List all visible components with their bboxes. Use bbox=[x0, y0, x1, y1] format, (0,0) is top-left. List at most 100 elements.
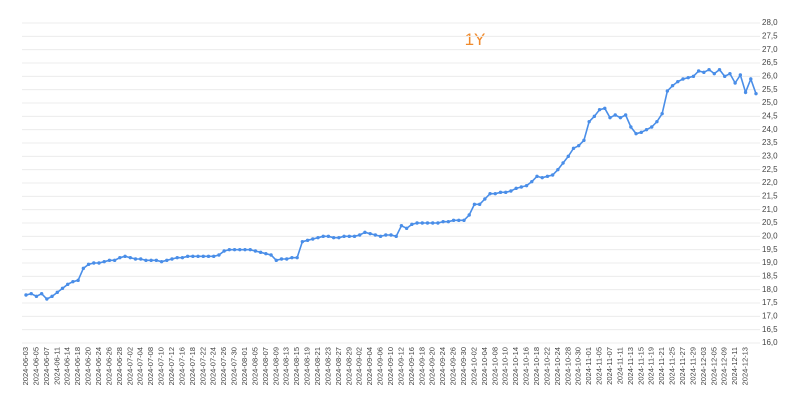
data-point bbox=[644, 127, 649, 132]
x-tick-label: 2024-08-15 bbox=[292, 347, 301, 385]
data-point bbox=[60, 286, 65, 291]
x-tick-label: 2024-10-28 bbox=[563, 347, 572, 385]
data-point bbox=[676, 79, 680, 84]
data-point bbox=[618, 115, 623, 120]
x-tick-label: 2024-11-27 bbox=[678, 347, 687, 385]
data-point bbox=[399, 223, 404, 228]
data-point bbox=[373, 233, 378, 237]
data-point bbox=[290, 255, 294, 260]
data-point bbox=[504, 190, 508, 195]
data-point bbox=[133, 257, 138, 261]
data-point bbox=[81, 266, 86, 271]
x-tick-label: 2024-09-20 bbox=[428, 347, 437, 385]
x-tick-label: 2024-08-13 bbox=[282, 347, 291, 385]
y-tick-label: 18,5 bbox=[762, 271, 778, 280]
x-tick-label: 2024-08-23 bbox=[323, 347, 332, 385]
data-point bbox=[540, 175, 544, 180]
x-tick-label: 2024-11-13 bbox=[626, 347, 635, 385]
data-point bbox=[311, 237, 315, 241]
x-tick-label: 2024-11-29 bbox=[688, 347, 697, 385]
x-tick-label: 2024-06-18 bbox=[73, 347, 82, 385]
x-tick-label: 2024-07-02 bbox=[125, 347, 134, 385]
x-tick-label: 2024-09-04 bbox=[365, 347, 374, 385]
data-point bbox=[457, 218, 461, 223]
data-point bbox=[415, 221, 419, 225]
y-tick-label: 20,5 bbox=[762, 218, 778, 227]
data-point bbox=[238, 247, 242, 252]
x-tick-label: 2024-09-18 bbox=[417, 347, 426, 385]
data-point bbox=[571, 146, 576, 151]
data-point bbox=[587, 119, 591, 124]
data-point bbox=[342, 234, 346, 239]
series-line bbox=[25, 68, 757, 300]
data-point bbox=[556, 167, 560, 172]
data-point bbox=[613, 113, 617, 117]
data-point bbox=[488, 191, 492, 196]
data-point bbox=[180, 255, 185, 260]
data-point bbox=[274, 258, 278, 263]
x-tick-label: 2024-07-10 bbox=[157, 347, 166, 385]
data-point bbox=[686, 75, 690, 80]
data-point bbox=[123, 254, 127, 259]
data-point bbox=[712, 71, 716, 76]
data-point bbox=[592, 114, 597, 119]
data-point bbox=[743, 90, 748, 95]
x-tick-label: 2024-09-02 bbox=[355, 347, 364, 385]
x-tick-label: 2024-12-13 bbox=[741, 347, 750, 385]
y-tick-label: 23,5 bbox=[762, 138, 778, 147]
data-point bbox=[441, 219, 445, 224]
x-tick-label: 2024-10-30 bbox=[574, 347, 583, 385]
data-point bbox=[389, 233, 393, 237]
data-point bbox=[295, 255, 299, 260]
data-point bbox=[670, 83, 675, 88]
data-point bbox=[139, 257, 143, 261]
data-point bbox=[159, 259, 164, 264]
x-tick-label: 2024-06-03 bbox=[21, 347, 30, 385]
data-point bbox=[331, 235, 336, 240]
data-point bbox=[368, 231, 372, 236]
x-tick-label: 2024-09-26 bbox=[449, 347, 458, 385]
x-tick-label: 2024-11-01 bbox=[584, 347, 593, 385]
data-point bbox=[650, 125, 654, 129]
data-point bbox=[97, 261, 101, 265]
x-tick-label: 2024-11-21 bbox=[657, 347, 666, 385]
x-tick-label: 2024-07-16 bbox=[177, 347, 186, 385]
x-tick-label: 2024-06-28 bbox=[115, 347, 124, 385]
x-tick-label: 2024-07-08 bbox=[146, 347, 155, 385]
data-point bbox=[34, 294, 39, 299]
data-point bbox=[384, 233, 388, 237]
x-tick-label: 2024-10-22 bbox=[542, 347, 551, 385]
data-point bbox=[206, 254, 211, 259]
data-point bbox=[394, 234, 398, 239]
data-point bbox=[472, 202, 477, 207]
data-point bbox=[92, 261, 96, 265]
data-point bbox=[550, 173, 555, 177]
x-tick-label: 2024-08-07 bbox=[261, 347, 270, 385]
data-point bbox=[118, 255, 122, 260]
data-point bbox=[39, 291, 44, 296]
x-tick-label: 2024-09-30 bbox=[459, 347, 468, 385]
x-tick-label: 2024-08-05 bbox=[250, 347, 259, 385]
y-tick-label: 26,0 bbox=[762, 71, 778, 80]
y-tick-label: 17,5 bbox=[762, 298, 778, 307]
x-tick-label: 2024-06-05 bbox=[31, 347, 40, 385]
y-tick-label: 16,5 bbox=[762, 325, 778, 334]
x-tick-label: 2024-11-15 bbox=[636, 347, 645, 385]
data-point bbox=[24, 293, 28, 297]
data-point bbox=[467, 213, 471, 217]
x-tick-label: 2024-08-27 bbox=[334, 347, 343, 385]
data-point bbox=[431, 221, 435, 225]
data-point bbox=[154, 258, 159, 263]
data-point bbox=[462, 218, 466, 223]
data-point bbox=[577, 143, 581, 148]
data-point bbox=[524, 183, 529, 188]
x-tick-label: 2024-12-11 bbox=[730, 347, 739, 385]
x-tick-label: 2024-07-24 bbox=[209, 347, 218, 385]
data-point bbox=[561, 161, 565, 165]
data-point bbox=[352, 234, 357, 239]
data-point bbox=[170, 257, 174, 261]
data-point bbox=[749, 77, 753, 81]
data-point bbox=[477, 202, 482, 207]
x-tick-label: 2024-07-22 bbox=[198, 347, 207, 385]
data-point bbox=[316, 235, 320, 240]
